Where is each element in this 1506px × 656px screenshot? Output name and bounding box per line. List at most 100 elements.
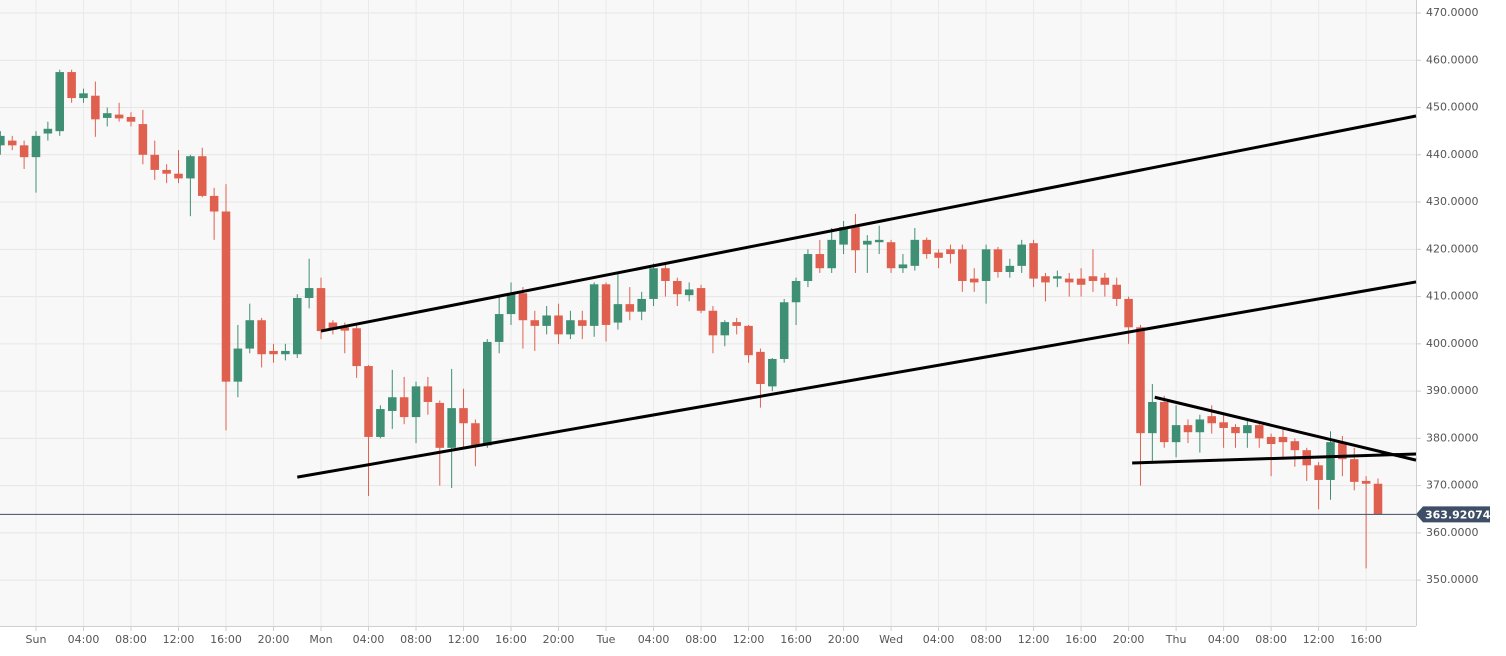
candle-body bbox=[554, 315, 563, 335]
candle-body bbox=[898, 264, 908, 269]
last-price-label: 363.92074 bbox=[1425, 508, 1491, 521]
x-tick-label: Tue bbox=[596, 633, 616, 646]
candle-body bbox=[316, 288, 326, 332]
y-tick-label: 450.0000 bbox=[1426, 101, 1479, 114]
candle-body bbox=[708, 310, 718, 336]
candle-body bbox=[851, 227, 860, 251]
x-tick-label: 16:00 bbox=[1065, 633, 1097, 646]
x-tick-label: 16:00 bbox=[1350, 633, 1382, 646]
y-tick-label: 420.0000 bbox=[1426, 242, 1479, 255]
candle-body bbox=[1243, 425, 1252, 434]
candle-body bbox=[1183, 425, 1193, 433]
candle-body bbox=[566, 320, 575, 335]
candle-body bbox=[364, 366, 373, 437]
candle-body bbox=[1326, 442, 1335, 480]
candle-body bbox=[601, 284, 611, 325]
candle-body bbox=[471, 423, 480, 446]
x-tick-label: 04:00 bbox=[1208, 633, 1240, 646]
candle-body bbox=[625, 304, 635, 312]
x-tick-label: 12:00 bbox=[1018, 633, 1050, 646]
candle-body bbox=[67, 72, 76, 99]
candle-body bbox=[43, 128, 53, 134]
candle-body bbox=[530, 320, 540, 326]
candle-body bbox=[1041, 276, 1050, 283]
candle-body bbox=[649, 268, 658, 299]
candle-body bbox=[79, 93, 88, 99]
candle-body bbox=[1195, 419, 1205, 433]
candle-body bbox=[696, 288, 706, 311]
candle-body bbox=[423, 386, 433, 402]
candle-body bbox=[459, 408, 468, 424]
candle-body bbox=[732, 322, 741, 326]
candle-body bbox=[1088, 276, 1098, 281]
x-tick-label: 20:00 bbox=[543, 633, 575, 646]
candle-body bbox=[55, 72, 65, 132]
candle-body bbox=[1266, 436, 1276, 445]
candle-body bbox=[1338, 443, 1347, 460]
x-tick-label: Thu bbox=[1165, 633, 1187, 646]
candle-body bbox=[1314, 465, 1323, 480]
candle-body bbox=[1100, 277, 1110, 285]
x-tick-label: 16:00 bbox=[780, 633, 812, 646]
candle-body bbox=[245, 320, 255, 349]
y-tick-label: 360.0000 bbox=[1426, 526, 1479, 539]
candle-body bbox=[589, 284, 599, 326]
y-tick-label: 440.0000 bbox=[1426, 148, 1479, 161]
candle-body bbox=[684, 289, 694, 296]
candle-body bbox=[233, 348, 243, 382]
candle-body bbox=[292, 297, 302, 355]
candle-body bbox=[827, 239, 836, 269]
y-tick-label: 460.0000 bbox=[1426, 53, 1479, 66]
candle-body bbox=[542, 315, 551, 326]
candle-body bbox=[257, 320, 266, 355]
candle-body bbox=[114, 114, 124, 119]
x-tick-label: 16:00 bbox=[210, 633, 242, 646]
x-tick-label: 04:00 bbox=[68, 633, 100, 646]
candle-body bbox=[803, 254, 813, 281]
candle-body bbox=[1254, 425, 1264, 439]
candle-body bbox=[1219, 422, 1228, 428]
candle-body bbox=[138, 124, 148, 155]
candle-body bbox=[863, 240, 872, 245]
candle-body bbox=[768, 358, 777, 387]
candle-body bbox=[494, 314, 504, 342]
candle-body bbox=[376, 409, 385, 437]
candle-body bbox=[922, 239, 931, 255]
y-tick-label: 370.0000 bbox=[1426, 479, 1479, 492]
candle-body bbox=[1207, 416, 1217, 424]
candle-body bbox=[637, 298, 646, 312]
candle-body bbox=[981, 249, 991, 281]
candle-body bbox=[578, 320, 587, 326]
candle-body bbox=[328, 322, 338, 330]
y-tick-label: 380.0000 bbox=[1426, 431, 1479, 444]
candle-body bbox=[31, 135, 41, 158]
candle-body bbox=[815, 254, 825, 269]
candle-body bbox=[483, 341, 492, 446]
candle-body bbox=[126, 116, 136, 122]
x-tick-label: Sun bbox=[26, 633, 47, 646]
x-tick-label: 04:00 bbox=[638, 633, 670, 646]
x-tick-label: 20:00 bbox=[1113, 633, 1145, 646]
candle-body bbox=[7, 140, 17, 146]
candle-body bbox=[1136, 327, 1145, 434]
candle-body bbox=[209, 195, 219, 212]
candle-body bbox=[186, 156, 195, 179]
candle-body bbox=[1148, 401, 1157, 434]
candle-body bbox=[744, 325, 753, 356]
x-tick-label: 12:00 bbox=[448, 633, 480, 646]
candle-body bbox=[518, 293, 528, 321]
candle-body bbox=[387, 397, 397, 411]
y-tick-label: 410.0000 bbox=[1426, 290, 1479, 303]
candle-body bbox=[969, 278, 979, 283]
candle-body bbox=[197, 156, 207, 196]
candle-body bbox=[1005, 265, 1015, 272]
overlay: 363.92074 bbox=[0, 114, 1491, 523]
candle-body bbox=[269, 350, 278, 355]
candle-body bbox=[886, 242, 896, 269]
plot-area bbox=[0, 0, 1416, 626]
y-tick-label: 390.0000 bbox=[1426, 384, 1479, 397]
candle-body bbox=[910, 239, 920, 266]
candle-body bbox=[1278, 436, 1288, 443]
candle-body bbox=[958, 249, 967, 281]
